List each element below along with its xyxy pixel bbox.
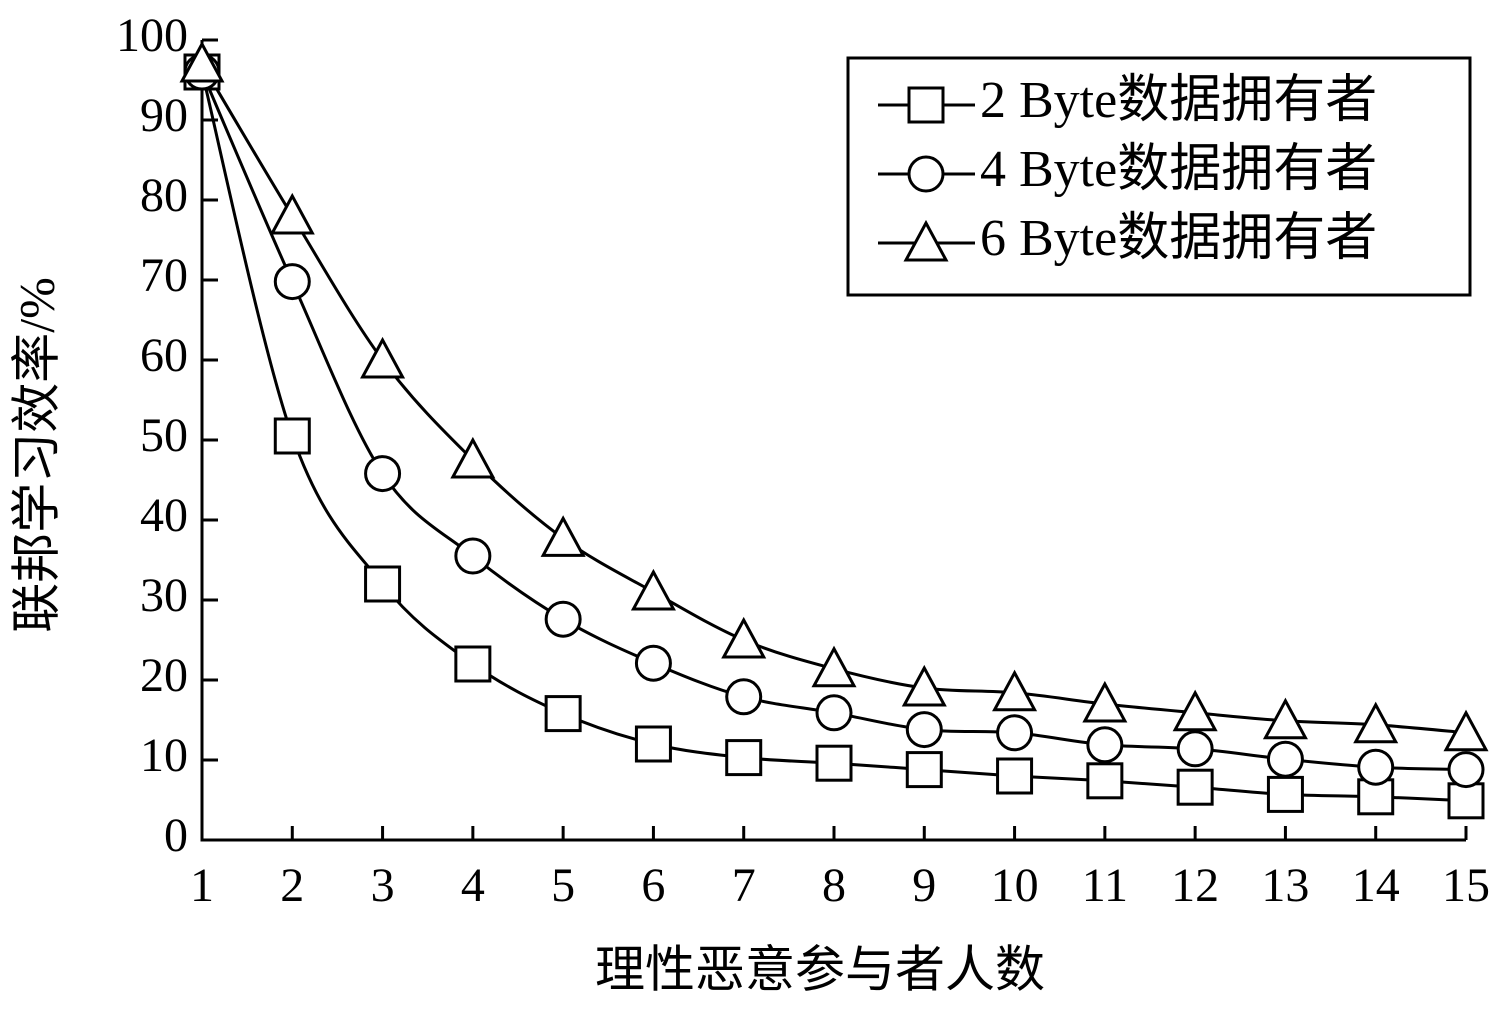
data-point bbox=[1176, 730, 1214, 768]
data-point bbox=[630, 568, 676, 611]
data-point bbox=[454, 537, 492, 575]
data-point bbox=[1266, 740, 1304, 778]
x-axis-label: 理性恶意参与者人数 bbox=[595, 941, 1045, 997]
data-point bbox=[721, 616, 767, 659]
series-line bbox=[200, 71, 1467, 772]
data-point bbox=[179, 40, 225, 83]
legend-marker bbox=[907, 155, 945, 193]
data-point bbox=[1262, 697, 1308, 740]
y-tick-label: 100 bbox=[116, 9, 188, 62]
data-point bbox=[1447, 782, 1485, 820]
data-point bbox=[544, 600, 582, 638]
series-line bbox=[200, 71, 1467, 803]
legend-marker bbox=[903, 219, 949, 262]
data-point bbox=[905, 751, 943, 789]
data-point bbox=[540, 515, 586, 557]
data-point bbox=[1353, 701, 1399, 744]
y-tick-label: 50 bbox=[140, 409, 188, 462]
legend-marker bbox=[907, 86, 945, 124]
x-tick-label: 12 bbox=[1171, 859, 1219, 912]
y-tick-label: 90 bbox=[140, 89, 188, 142]
data-point bbox=[364, 455, 402, 493]
legend-box bbox=[846, 56, 1472, 297]
x-tick-label: 10 bbox=[991, 859, 1039, 912]
x-tick-label: 7 bbox=[732, 859, 756, 912]
x-tick-label: 13 bbox=[1261, 859, 1309, 912]
legend-label: 6 Byte数据拥有者 bbox=[980, 210, 1377, 267]
data-point bbox=[450, 436, 496, 479]
legend-label: 4 Byte数据拥有者 bbox=[980, 141, 1377, 198]
x-tick-label: 3 bbox=[371, 859, 395, 912]
data-point bbox=[544, 695, 582, 733]
y-axis-label: 联邦学习效率/% bbox=[8, 277, 64, 633]
data-point bbox=[1357, 748, 1395, 786]
y-tick-label: 70 bbox=[140, 249, 188, 302]
x-tick-label: 1 bbox=[190, 859, 214, 912]
data-point bbox=[454, 645, 492, 683]
data-point bbox=[269, 192, 315, 235]
data-point bbox=[634, 644, 672, 682]
data-point bbox=[1086, 726, 1124, 764]
x-tick-label: 9 bbox=[912, 859, 936, 912]
data-point bbox=[1266, 775, 1304, 813]
data-point bbox=[1086, 762, 1124, 800]
legend-label: 2 Byte数据拥有者 bbox=[980, 72, 1377, 129]
y-tick-label: 20 bbox=[140, 649, 188, 702]
x-tick-label: 15 bbox=[1442, 859, 1490, 912]
x-tick-label: 11 bbox=[1082, 859, 1128, 912]
data-point bbox=[815, 744, 853, 782]
data-point bbox=[634, 725, 672, 763]
data-point bbox=[725, 678, 763, 716]
data-point bbox=[1082, 680, 1128, 723]
y-tick-label: 40 bbox=[140, 489, 188, 542]
y-tick-label: 60 bbox=[140, 329, 188, 382]
data-point bbox=[1176, 768, 1214, 806]
y-tick-label: 30 bbox=[140, 569, 188, 622]
data-point bbox=[1443, 709, 1489, 752]
data-point bbox=[992, 669, 1038, 712]
y-tick-label: 10 bbox=[140, 729, 188, 782]
data-point bbox=[1447, 751, 1485, 789]
data-point bbox=[1172, 689, 1218, 732]
data-point bbox=[364, 565, 402, 603]
x-tick-label: 2 bbox=[280, 859, 304, 912]
data-point bbox=[273, 417, 311, 455]
data-point bbox=[901, 664, 947, 707]
data-point bbox=[905, 711, 943, 749]
data-point bbox=[360, 336, 406, 379]
x-tick-label: 8 bbox=[822, 859, 846, 912]
data-point bbox=[815, 694, 853, 732]
data-point bbox=[996, 757, 1034, 795]
x-tick-label: 6 bbox=[641, 859, 665, 912]
data-point bbox=[811, 645, 857, 688]
data-point bbox=[996, 714, 1034, 752]
y-tick-label: 80 bbox=[140, 169, 188, 222]
x-tick-label: 5 bbox=[551, 859, 575, 912]
x-tick-label: 14 bbox=[1352, 859, 1400, 912]
y-tick-label: 0 bbox=[164, 809, 188, 862]
x-tick-label: 4 bbox=[461, 859, 485, 912]
data-point bbox=[273, 263, 311, 301]
data-point bbox=[725, 739, 763, 777]
axes bbox=[200, 40, 1466, 842]
